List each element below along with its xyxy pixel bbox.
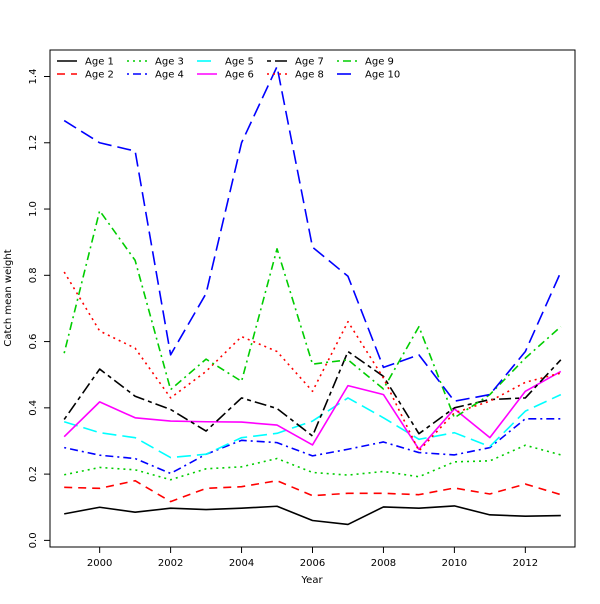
legend-label-age-8: Age 8	[295, 70, 324, 81]
x-tick-label: 2002	[158, 558, 183, 569]
series-line-age-6	[63, 370, 562, 451]
y-tick-label: 0.0	[28, 532, 39, 548]
y-tick-label: 1.2	[28, 135, 39, 151]
y-tick-label: 0.4	[28, 400, 39, 416]
plot-frame	[49, 49, 576, 548]
series-line-age-3	[64, 444, 562, 481]
legend-label-age-2: Age 2	[85, 70, 114, 81]
x-axis: 2000 2002 2004 2006 2008 2010 2012	[87, 547, 538, 569]
x-tick-label: 2008	[371, 558, 396, 569]
series-layer	[63, 65, 562, 526]
x-tick-label: 2006	[300, 558, 325, 569]
series-line-age-4	[64, 417, 561, 475]
legend-label-age-7: Age 7	[295, 57, 324, 68]
legend-label-age-10: Age 10	[365, 70, 400, 81]
y-tick-label: 0.2	[28, 466, 39, 482]
x-tick-label: 2010	[442, 558, 467, 569]
x-tick-label: 2000	[87, 558, 112, 569]
series-line-age-9	[63, 209, 562, 419]
x-axis-label: Year	[300, 575, 323, 586]
x-tick-label: 2004	[229, 558, 254, 569]
y-tick-label: 1.0	[28, 201, 39, 217]
y-axis-label: Catch mean weight	[3, 249, 14, 346]
x-tick-label: 2012	[513, 558, 538, 569]
legend-label-age-6: Age 6	[225, 70, 254, 81]
y-tick-label: 0.6	[28, 334, 39, 350]
legend-label-age-3: Age 3	[155, 57, 184, 68]
legend-label-age-1: Age 1	[85, 57, 114, 68]
legend-label-age-5: Age 5	[225, 57, 254, 68]
legend-label-age-4: Age 4	[155, 70, 184, 81]
legend-label-age-9: Age 9	[365, 57, 394, 68]
y-axis: 0.0 0.2 0.4 0.6 0.8 1.0 1.2 1.4	[28, 69, 50, 548]
series-line-age-5	[63, 393, 562, 459]
series-line-age-1	[64, 505, 561, 526]
series-line-age-2	[64, 479, 562, 503]
legend: Age 1 Age 2 Age 3 Age 4 Age 5 Age 6 Age 7 Age 8…	[57, 57, 400, 81]
y-tick-label: 0.8	[28, 267, 39, 283]
series-line-age-10	[63, 65, 562, 403]
series-line-age-8	[63, 271, 562, 452]
y-tick-label: 1.4	[28, 69, 39, 85]
series-line-age-7	[63, 350, 562, 437]
